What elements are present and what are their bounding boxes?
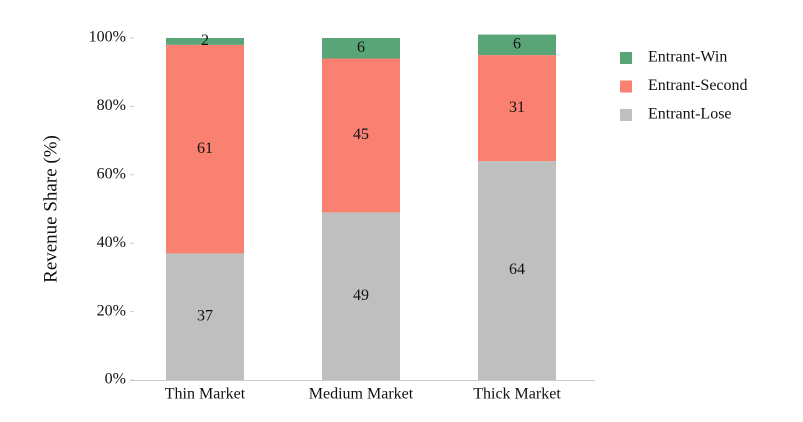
x-tick-label: Thin Market — [165, 386, 246, 403]
x-tick-label: Medium Market — [309, 386, 414, 403]
data-label: 2 — [201, 32, 209, 49]
y-tick-label: 80% — [97, 97, 126, 114]
data-label: 64 — [509, 261, 525, 278]
x-tick-label: Thick Market — [473, 386, 561, 403]
data-label: 49 — [353, 287, 369, 304]
y-tick-label: 0% — [105, 371, 126, 388]
bar-segment — [478, 34, 556, 56]
bar-segment — [478, 161, 556, 380]
data-label: 6 — [357, 39, 365, 56]
y-tick-label: 20% — [97, 302, 126, 319]
legend-swatch — [620, 80, 632, 93]
bar-segment — [322, 38, 400, 59]
data-label: 31 — [509, 99, 525, 116]
bar-segment — [166, 38, 244, 45]
y-tick-label: 100% — [89, 29, 126, 46]
data-label: 45 — [353, 126, 369, 143]
data-label: 61 — [197, 140, 213, 157]
bar-segment — [166, 253, 244, 380]
data-label: 6 — [513, 36, 521, 53]
y-axis-label: Revenue Share (%) — [40, 135, 61, 283]
y-tick-label: 60% — [97, 165, 126, 182]
legend-label: Entrant-Win — [648, 49, 727, 66]
bar-segment — [322, 212, 400, 380]
bar-segment — [322, 58, 400, 213]
bar-segment — [478, 55, 556, 162]
legend-swatch — [620, 109, 632, 121]
y-tick-label: 40% — [97, 234, 126, 251]
data-label: 37 — [197, 307, 213, 324]
bar-segment — [166, 44, 244, 254]
legend-label: Entrant-Lose — [648, 106, 732, 123]
legend-swatch — [620, 52, 632, 64]
legend-label: Entrant-Second — [648, 77, 748, 94]
